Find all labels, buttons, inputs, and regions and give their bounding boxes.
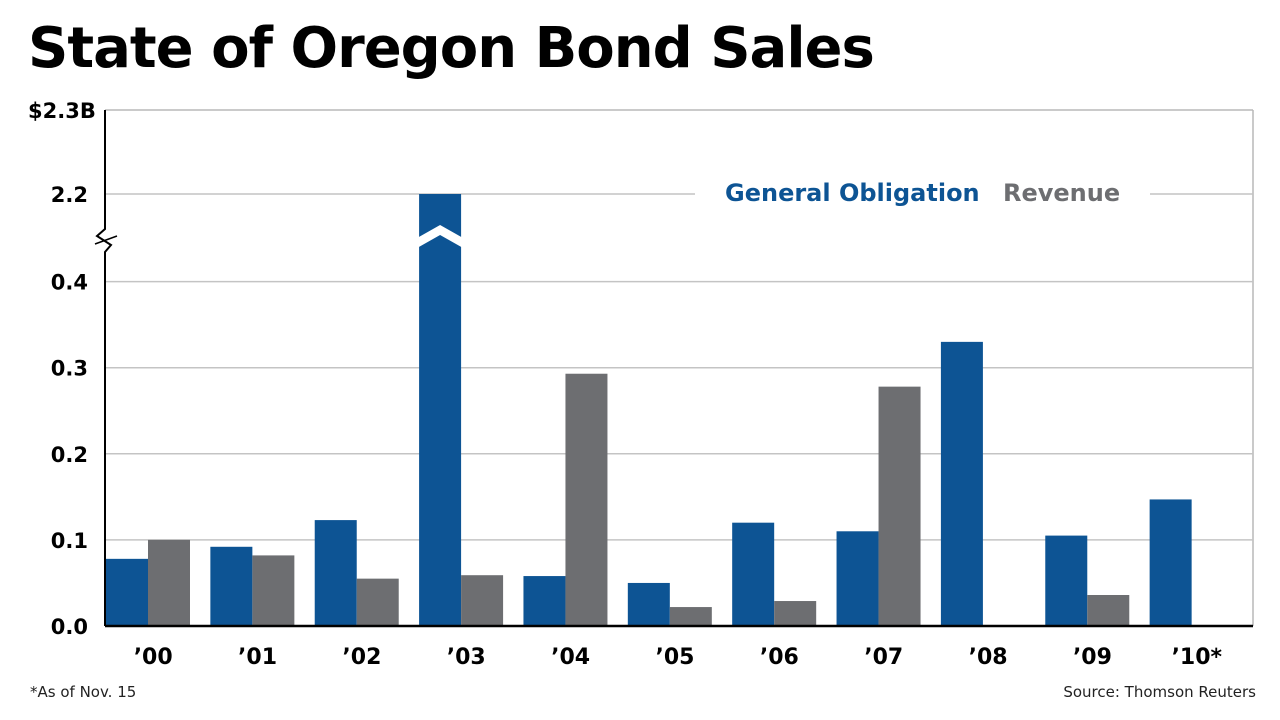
bar-revenue: [565, 373, 608, 626]
bar-general-obligation: [106, 558, 148, 626]
bar-revenue: [878, 386, 921, 626]
x-tick-label: ’02: [342, 645, 381, 670]
legend-background: [695, 170, 1150, 214]
bar-revenue: [252, 555, 295, 626]
axis-break-tick: [94, 235, 118, 245]
y-tick-label: 0.0: [51, 615, 88, 639]
y-tick-label: 0.3: [51, 357, 88, 381]
x-tick-label: ’08: [969, 645, 1008, 670]
y-tick-label: $2.3B: [28, 99, 96, 123]
bar-revenue: [461, 575, 504, 626]
x-tick-label: ’09: [1073, 645, 1112, 670]
x-tick-label: ’07: [864, 645, 903, 670]
bar-general-obligation: [627, 582, 670, 626]
bar-general-obligation: [836, 531, 879, 626]
x-tick-label: ’04: [551, 645, 590, 670]
bar-revenue: [669, 607, 712, 626]
axis-break-mark: [417, 225, 464, 248]
bar-general-obligation: [419, 194, 462, 626]
x-tick-label: ’03: [447, 645, 486, 670]
x-tick-label: ’00: [134, 645, 173, 670]
legend-general-obligation: General Obligation: [725, 179, 980, 207]
chart-title: State of Oregon Bond Sales: [28, 16, 875, 81]
bar-revenue: [1087, 595, 1130, 626]
bar-general-obligation: [210, 546, 253, 626]
bar-revenue: [148, 539, 190, 626]
y-tick-label: 2.2: [51, 183, 88, 207]
x-tick-label: ’05: [656, 645, 695, 670]
bar-general-obligation: [523, 576, 566, 626]
y-tick-label: 0.1: [51, 529, 88, 553]
bar-general-obligation: [1045, 535, 1088, 626]
bar-revenue: [774, 601, 817, 626]
bar-general-obligation: [1149, 499, 1192, 626]
legend-revenue: Revenue: [1003, 179, 1120, 207]
x-tick-label: ’10*: [1172, 645, 1223, 670]
footnote: *As of Nov. 15: [30, 683, 137, 701]
y-tick-label: 0.2: [51, 443, 88, 467]
bar-revenue: [356, 578, 399, 626]
x-tick-label: ’01: [238, 645, 277, 670]
bar-general-obligation: [314, 520, 357, 626]
y-tick-label: 0.4: [51, 271, 88, 295]
bar-general-obligation: [940, 341, 983, 626]
source-note: Source: Thomson Reuters: [1063, 683, 1256, 701]
bar-general-obligation: [732, 522, 775, 626]
x-tick-label: ’06: [760, 645, 799, 670]
